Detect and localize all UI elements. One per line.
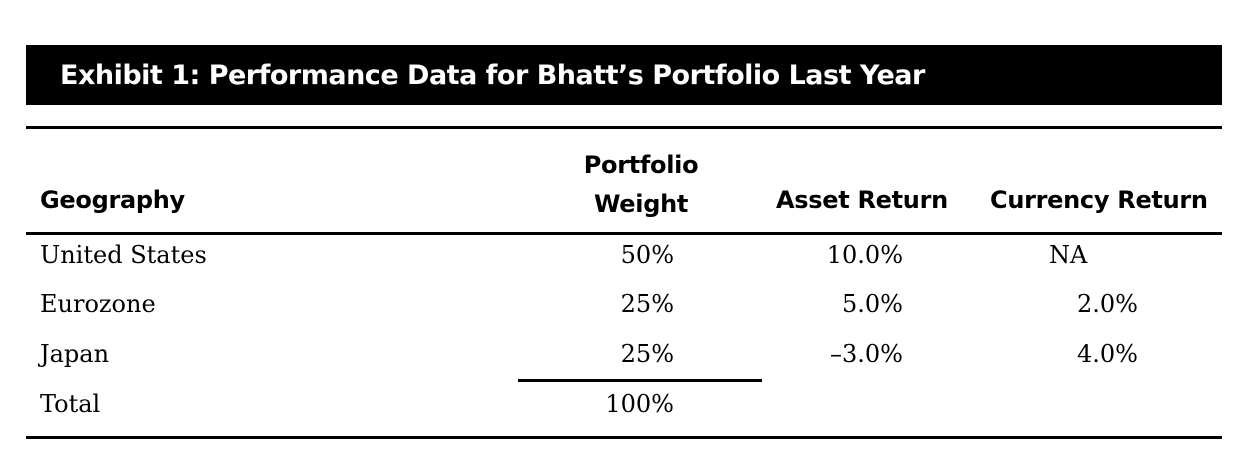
top-rule xyxy=(26,126,1222,129)
row-eurozone-currency-return: 2.0% xyxy=(1077,290,1138,318)
row-japan-geography: Japan xyxy=(40,340,110,368)
row-japan-asset-return: –3.0% xyxy=(830,340,903,368)
header-weight-line1: Portfolio xyxy=(583,151,699,179)
header-asset-return: Asset Return xyxy=(776,186,948,214)
title-bar: Exhibit 1: Performance Data for Bhatt’s … xyxy=(26,45,1222,105)
header-currency-return: Currency Return xyxy=(990,186,1208,214)
header-weight-line2: Weight xyxy=(593,190,689,218)
header-portfolio-weight: Portfolio Weight xyxy=(546,146,736,224)
row-united-states-weight: 50% xyxy=(620,241,674,269)
row-eurozone-asset-return: 5.0% xyxy=(842,290,903,318)
header-rule xyxy=(26,232,1222,235)
row-united-states-geography: United States xyxy=(40,241,207,269)
subtotal-rule xyxy=(518,379,762,382)
row-total-label: Total xyxy=(40,390,101,418)
row-eurozone-weight: 25% xyxy=(620,290,674,318)
header-geography: Geography xyxy=(40,186,185,214)
row-japan-weight: 25% xyxy=(620,340,674,368)
row-japan-currency-return: 4.0% xyxy=(1077,340,1138,368)
exhibit-title: Exhibit 1: Performance Data for Bhatt’s … xyxy=(60,59,925,91)
row-united-states-currency-return: NA xyxy=(1049,241,1088,269)
bottom-rule xyxy=(26,436,1222,439)
row-united-states-asset-return: 10.0% xyxy=(826,241,903,269)
row-total-weight: 100% xyxy=(605,390,674,418)
exhibit: Exhibit 1: Performance Data for Bhatt’s … xyxy=(26,45,1222,439)
row-eurozone-geography: Eurozone xyxy=(40,290,156,318)
